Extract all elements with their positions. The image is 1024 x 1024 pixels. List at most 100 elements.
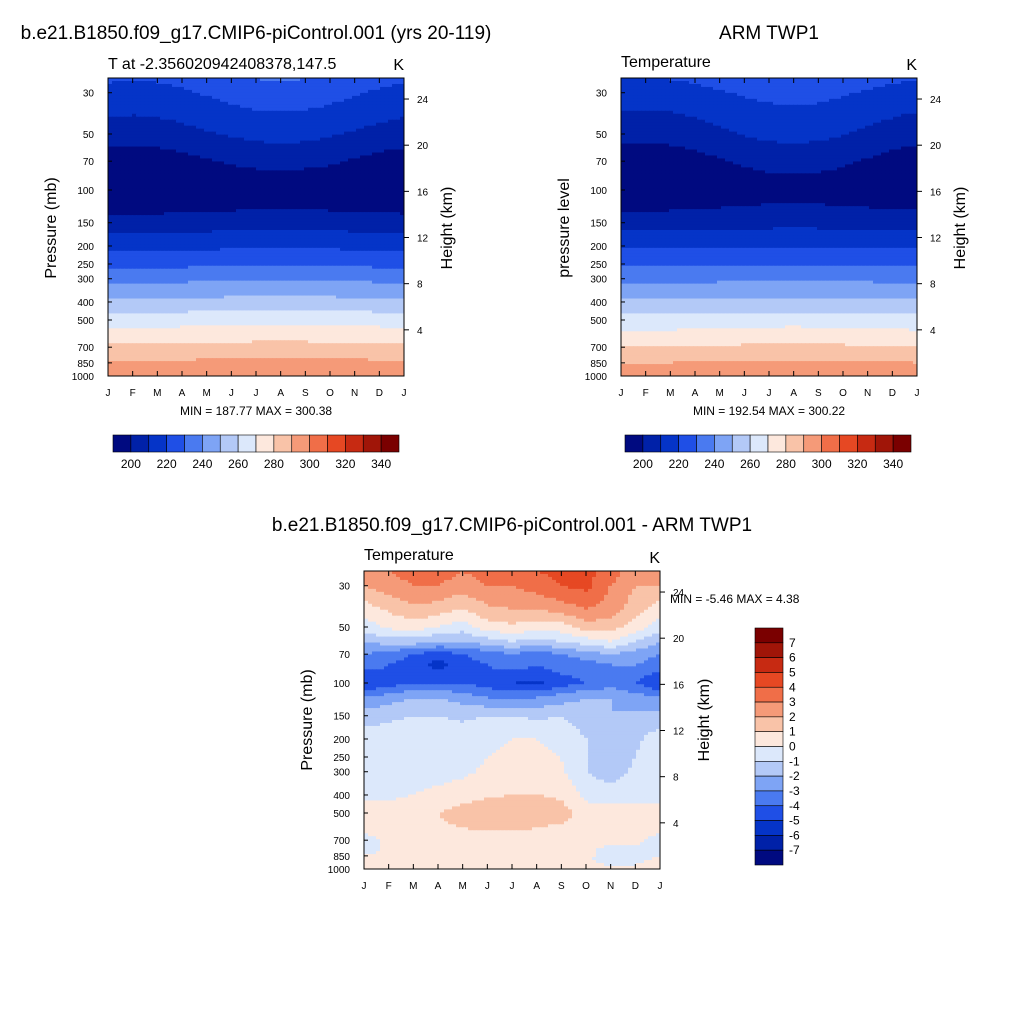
field-cell bbox=[244, 185, 249, 189]
field-cell bbox=[272, 167, 277, 171]
field-cell bbox=[216, 268, 221, 273]
field-cell bbox=[364, 179, 369, 183]
field-cell bbox=[180, 212, 185, 216]
field-cell bbox=[164, 218, 169, 222]
field-cell bbox=[396, 197, 401, 201]
field-cell bbox=[328, 188, 333, 192]
field-cell bbox=[116, 215, 121, 219]
field-cell bbox=[324, 221, 329, 225]
field-cell bbox=[320, 209, 325, 213]
field-cell bbox=[180, 235, 185, 240]
field-cell bbox=[188, 86, 193, 91]
field-cell bbox=[144, 179, 149, 183]
field-cell bbox=[116, 209, 121, 213]
field-cell bbox=[232, 256, 237, 261]
field-cell bbox=[328, 244, 333, 249]
field-cell bbox=[220, 158, 225, 163]
field-cell bbox=[376, 253, 381, 258]
field-cell bbox=[380, 104, 385, 109]
field-cell bbox=[364, 262, 369, 267]
field-cell bbox=[224, 122, 229, 127]
field-cell bbox=[280, 140, 285, 145]
field-cell bbox=[320, 188, 325, 192]
field-cell bbox=[192, 128, 197, 133]
field-cell bbox=[344, 170, 349, 174]
field-cell bbox=[276, 229, 281, 234]
field-cell bbox=[276, 92, 281, 97]
field-cell bbox=[260, 215, 265, 219]
field-cell bbox=[268, 140, 273, 145]
field-cell bbox=[264, 185, 269, 189]
field-cell bbox=[372, 98, 377, 103]
field-cell bbox=[120, 122, 125, 127]
field-cell bbox=[400, 104, 404, 109]
field-cell bbox=[172, 89, 177, 94]
field-cell bbox=[176, 218, 181, 222]
field-cell bbox=[340, 158, 345, 163]
field-cell bbox=[328, 200, 333, 204]
field-cell bbox=[160, 194, 165, 198]
field-cell bbox=[264, 158, 269, 163]
field-cell bbox=[232, 119, 237, 124]
field-cell bbox=[200, 173, 205, 177]
field-cell bbox=[272, 140, 277, 145]
field-cell bbox=[204, 194, 209, 198]
field-cell bbox=[128, 247, 133, 252]
field-cell bbox=[352, 209, 357, 213]
field-cell bbox=[164, 200, 169, 204]
field-cell bbox=[364, 268, 369, 273]
field-cell bbox=[240, 188, 245, 192]
field-cell bbox=[220, 194, 225, 198]
field-cell bbox=[296, 232, 301, 237]
field-cell bbox=[368, 119, 373, 124]
field-cell bbox=[200, 95, 205, 100]
field-cell bbox=[332, 116, 337, 121]
field-cell bbox=[136, 224, 141, 228]
field-cell bbox=[212, 161, 217, 166]
field-cell bbox=[380, 256, 385, 261]
field-cell bbox=[252, 197, 257, 201]
field-cell bbox=[160, 101, 165, 106]
field-cell bbox=[356, 176, 361, 180]
field-cell bbox=[116, 232, 121, 237]
field-cell bbox=[280, 229, 285, 234]
field-cell bbox=[108, 143, 113, 148]
field-cell bbox=[400, 182, 404, 186]
field-cell bbox=[232, 83, 237, 88]
field-cell bbox=[308, 80, 313, 85]
field-cell bbox=[192, 244, 197, 249]
field-cell bbox=[248, 161, 253, 166]
field-cell bbox=[200, 262, 205, 267]
field-cell bbox=[108, 95, 113, 100]
field-cell bbox=[160, 212, 165, 216]
field-cell bbox=[184, 188, 189, 192]
field-cell bbox=[132, 83, 137, 88]
field-cell bbox=[260, 268, 265, 273]
field-cell bbox=[228, 134, 233, 139]
field-cell bbox=[180, 227, 185, 231]
field-cell bbox=[328, 241, 333, 246]
field-cell bbox=[208, 229, 213, 234]
field-cell bbox=[216, 244, 221, 249]
field-cell bbox=[352, 173, 357, 177]
field-cell bbox=[360, 140, 365, 145]
field-cell bbox=[328, 197, 333, 201]
field-cell bbox=[384, 101, 389, 106]
field-cell bbox=[164, 155, 169, 160]
field-cell bbox=[120, 110, 125, 115]
field-cell bbox=[364, 218, 369, 222]
field-cell bbox=[256, 241, 261, 246]
field-cell bbox=[136, 161, 141, 166]
field-cell bbox=[192, 89, 197, 94]
field-cell bbox=[368, 209, 373, 213]
field-cell bbox=[292, 229, 297, 234]
field-cell bbox=[240, 206, 245, 210]
field-cell bbox=[236, 265, 241, 270]
field-cell bbox=[340, 179, 345, 183]
field-cell bbox=[200, 238, 205, 243]
field-cell bbox=[128, 179, 133, 183]
field-cell bbox=[332, 244, 337, 249]
field-cell bbox=[316, 206, 321, 210]
field-cell bbox=[240, 200, 245, 204]
field-cell bbox=[340, 265, 345, 270]
